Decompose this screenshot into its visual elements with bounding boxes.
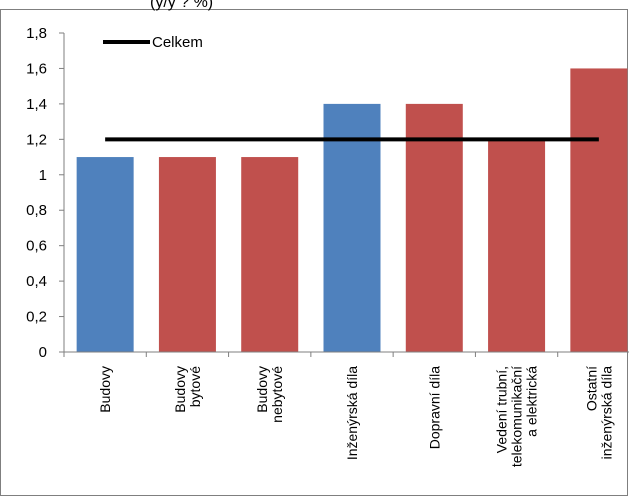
x-category-label: Budovynebytové [254, 366, 285, 423]
bar-1 [158, 157, 216, 352]
legend-label: Celkem [152, 34, 203, 51]
bar-0 [76, 157, 134, 352]
y-tick-label: 1,8 [26, 25, 47, 42]
x-category-label: Budovy [97, 366, 113, 413]
x-category-label-line: Inženýrská díla [344, 366, 360, 460]
y-tick-label: 0 [39, 344, 47, 361]
x-category-label-line: telekomunikační [509, 366, 525, 467]
y-tick-label: 0,4 [26, 273, 47, 290]
y-tick-label: 0,8 [26, 202, 47, 219]
y-tick-label: 0,2 [26, 309, 47, 326]
y-tick-label: 1,2 [26, 131, 47, 148]
x-category-label-line: a elektrická [524, 366, 540, 437]
x-category-label: Dopravní díla [426, 366, 442, 449]
x-category-label-line: Dopravní díla [426, 366, 442, 449]
bar-6 [570, 68, 628, 352]
x-category-label-line: Vedení trubní, [494, 366, 510, 453]
x-category-label: Inženýrská díla [344, 366, 360, 460]
bar-5 [488, 139, 546, 352]
y-tick-label: 1,4 [26, 96, 47, 113]
x-category-label-line: bytové [187, 366, 203, 407]
bar-3 [323, 103, 381, 352]
x-category-label-line: nebytové [269, 366, 285, 423]
y-tick-label: 1 [39, 167, 47, 184]
bar-4 [405, 103, 463, 352]
x-category-label: Vedení trubní,telekomunikačnía elektrick… [494, 366, 540, 467]
y-tick-label: 1,6 [26, 60, 47, 77]
chart-border [0, 9, 628, 496]
x-category-label-line: Ostatní [583, 366, 599, 411]
y-tick-label: 0,6 [26, 238, 47, 255]
x-category-label-line: Budovy [172, 366, 188, 413]
x-category-label: Ostatníinženýrská díla [583, 366, 614, 460]
x-category-label-line: Budovy [97, 366, 113, 413]
x-category-label-line: Budovy [254, 366, 270, 413]
bar-2 [241, 157, 299, 352]
x-category-label-line: inženýrská díla [598, 366, 614, 460]
x-category-label: Budovybytové [172, 366, 203, 413]
chart-title-fragment: (y/y ? %) [150, 0, 213, 11]
